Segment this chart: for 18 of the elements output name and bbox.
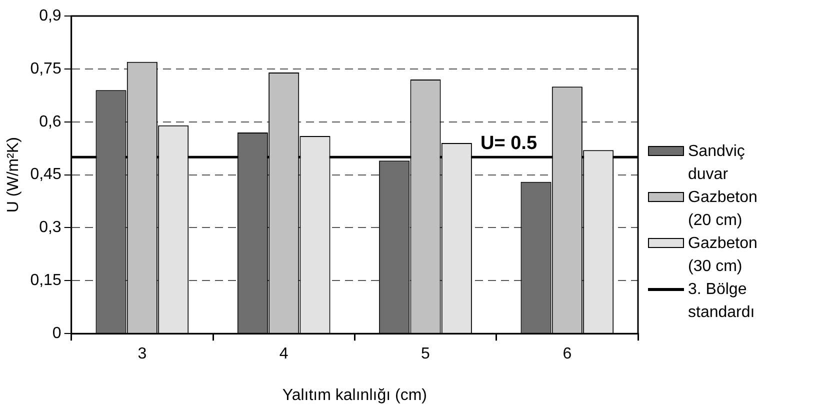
annotation: U= 0.5 <box>480 132 538 154</box>
legend-label: Sandviç duvar <box>688 142 746 185</box>
legend-label: Gazbeton (20 cm) <box>688 188 758 231</box>
y-tick-label: 0,45 <box>30 166 62 184</box>
legend-label: Gazbeton (30 cm) <box>688 234 758 277</box>
y-tick-label: 0,3 <box>39 219 62 236</box>
x-tick-label: 3 <box>138 346 147 363</box>
y-tick-label: 0,9 <box>39 7 62 24</box>
y-tick-label: 0,75 <box>30 60 62 78</box>
y-axis-title: U (W/m²K) <box>5 137 22 213</box>
x-tick-label: 6 <box>562 346 572 363</box>
x-tick-label: 4 <box>279 346 288 363</box>
y-tick-label: 0,15 <box>30 272 62 290</box>
x-axis-title: Yalıtım kalınlığı (cm) <box>282 386 427 404</box>
legend-label: 3. Bölge standardı <box>688 280 756 323</box>
y-tick-label: 0 <box>52 325 62 342</box>
y-tick-label: 0,6 <box>39 113 62 130</box>
x-tick-label: 5 <box>421 346 430 363</box>
